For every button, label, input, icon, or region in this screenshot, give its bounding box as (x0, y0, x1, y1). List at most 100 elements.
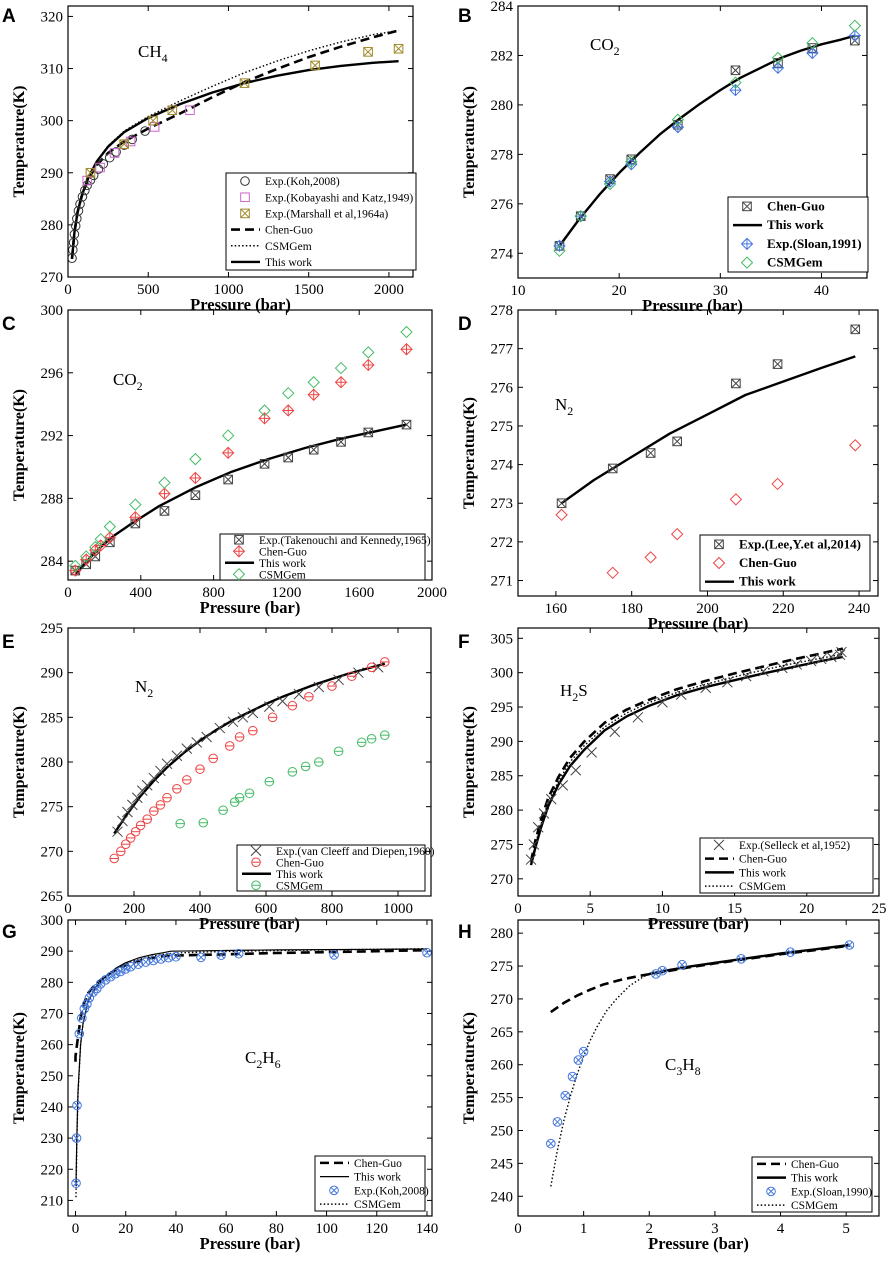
data-point (546, 1138, 556, 1149)
y-tick-label: 280 (41, 218, 64, 234)
data-point (258, 412, 271, 425)
species-subscript: 2 (614, 44, 620, 58)
x-tick-label: 2 (646, 1221, 654, 1237)
x-tick-label: 1 (580, 1221, 588, 1237)
legend-marker-sample (251, 857, 261, 868)
data-point (70, 221, 81, 231)
legend-label: Chen-Guo (265, 225, 313, 237)
x-tick-label: 0 (64, 901, 72, 917)
data-point (141, 957, 151, 967)
x-tick-label: 40 (814, 283, 829, 299)
data-point (156, 954, 166, 964)
data-point (158, 476, 171, 489)
y-tick-label: 276 (491, 380, 514, 396)
data-point (607, 463, 618, 474)
data-point (103, 531, 117, 544)
data-point (216, 950, 226, 961)
y-tick-label: 282 (491, 48, 514, 64)
y-axis-label: Temperature(K) (461, 706, 478, 818)
data-point (334, 361, 348, 375)
data-point (771, 61, 785, 75)
panel-letter: G (2, 922, 17, 943)
legend-label: This work (739, 867, 786, 879)
data-point (567, 1071, 578, 1082)
y-tick-label: 274 (491, 458, 514, 474)
data-point (119, 139, 129, 149)
series-line (74, 948, 428, 1062)
data-point (94, 532, 107, 546)
data-point (201, 731, 212, 743)
data-point (189, 471, 202, 485)
y-axis-label: Temperature(K) (461, 1012, 478, 1124)
data-point (336, 437, 346, 447)
y-tick-label: 310 (41, 62, 64, 78)
data-point (625, 155, 638, 168)
data-point (555, 508, 568, 522)
data-point (77, 191, 88, 202)
y-tick-label: 290 (41, 944, 64, 960)
species-text: N (135, 677, 147, 696)
data-point (95, 162, 105, 173)
data-point (772, 359, 783, 369)
x-tick-label: 0 (64, 282, 72, 298)
data-point (736, 954, 746, 964)
data-point (267, 712, 278, 723)
data-point (224, 741, 235, 751)
data-point (836, 646, 847, 658)
legend-marker-sample (329, 1185, 339, 1196)
y-tick-label: 240 (491, 1189, 514, 1205)
plot-frame (517, 919, 880, 1217)
y-tick-label: 290 (41, 666, 64, 682)
legend-label: Exp.(Kobayashi and Katz,1949) (265, 192, 413, 204)
legend-label: Exp.(Koh,2008) (265, 176, 340, 188)
y-tick-label: 270 (491, 872, 514, 888)
data-point (120, 964, 131, 974)
y-tick-label: 278 (491, 303, 514, 319)
legend-item: Exp.(van Cleeff and Diepen,1960) (250, 845, 435, 858)
legend-label: Exp.(Sloan,1990) (791, 1186, 872, 1198)
data-point (247, 707, 259, 719)
legend-item: Exp.(Marshall et al,1964a) (240, 208, 388, 220)
panel-letter: F (458, 632, 470, 653)
data-point (850, 324, 861, 335)
legend-item: Chen-Guo (757, 1159, 839, 1171)
legend-label: Chen-Guo (276, 857, 324, 869)
data-point (283, 452, 294, 463)
data-point (657, 696, 668, 708)
data-point (560, 1090, 571, 1101)
legend-box (699, 837, 874, 894)
x-tick-label: 20 (612, 283, 627, 299)
y-tick-label: 275 (491, 419, 514, 435)
data-point (722, 676, 733, 688)
plot-area (546, 940, 855, 1187)
y-axis-label: Temperature(K) (461, 86, 478, 198)
legend-item: Chen-Guo (705, 854, 787, 866)
data-point (103, 520, 117, 533)
species-subscript: 2 (147, 686, 153, 700)
y-tick-label: 300 (491, 666, 514, 682)
y-tick-label: 275 (41, 800, 64, 816)
legend-label: This work (265, 257, 312, 269)
legend: Exp.(Lee,Y.et al,2014) Chen-Guo This work (699, 534, 871, 592)
data-point (333, 746, 344, 757)
species-subscript: 2 (567, 404, 573, 418)
data-point (307, 388, 320, 401)
species-subscript: 2 (256, 1057, 262, 1071)
x-tick-label: 140 (416, 1221, 439, 1237)
series-line (550, 973, 650, 1187)
legend-label: This work (354, 1172, 401, 1184)
x-tick-label: 0 (514, 1221, 522, 1237)
data-point (731, 378, 741, 389)
data-point (221, 446, 235, 460)
panel-letter: A (2, 6, 16, 27)
y-tick-label: 300 (41, 913, 64, 929)
x-tick-label: 0 (64, 585, 72, 601)
series-line (560, 355, 856, 505)
y-tick-label: 280 (491, 98, 514, 114)
x-tick-label: 160 (545, 601, 568, 617)
data-point (85, 175, 96, 185)
data-point (815, 653, 827, 665)
x-tick-label: 60 (219, 1221, 234, 1237)
x-tick-label: 1600 (344, 585, 374, 601)
data-point (248, 725, 258, 736)
